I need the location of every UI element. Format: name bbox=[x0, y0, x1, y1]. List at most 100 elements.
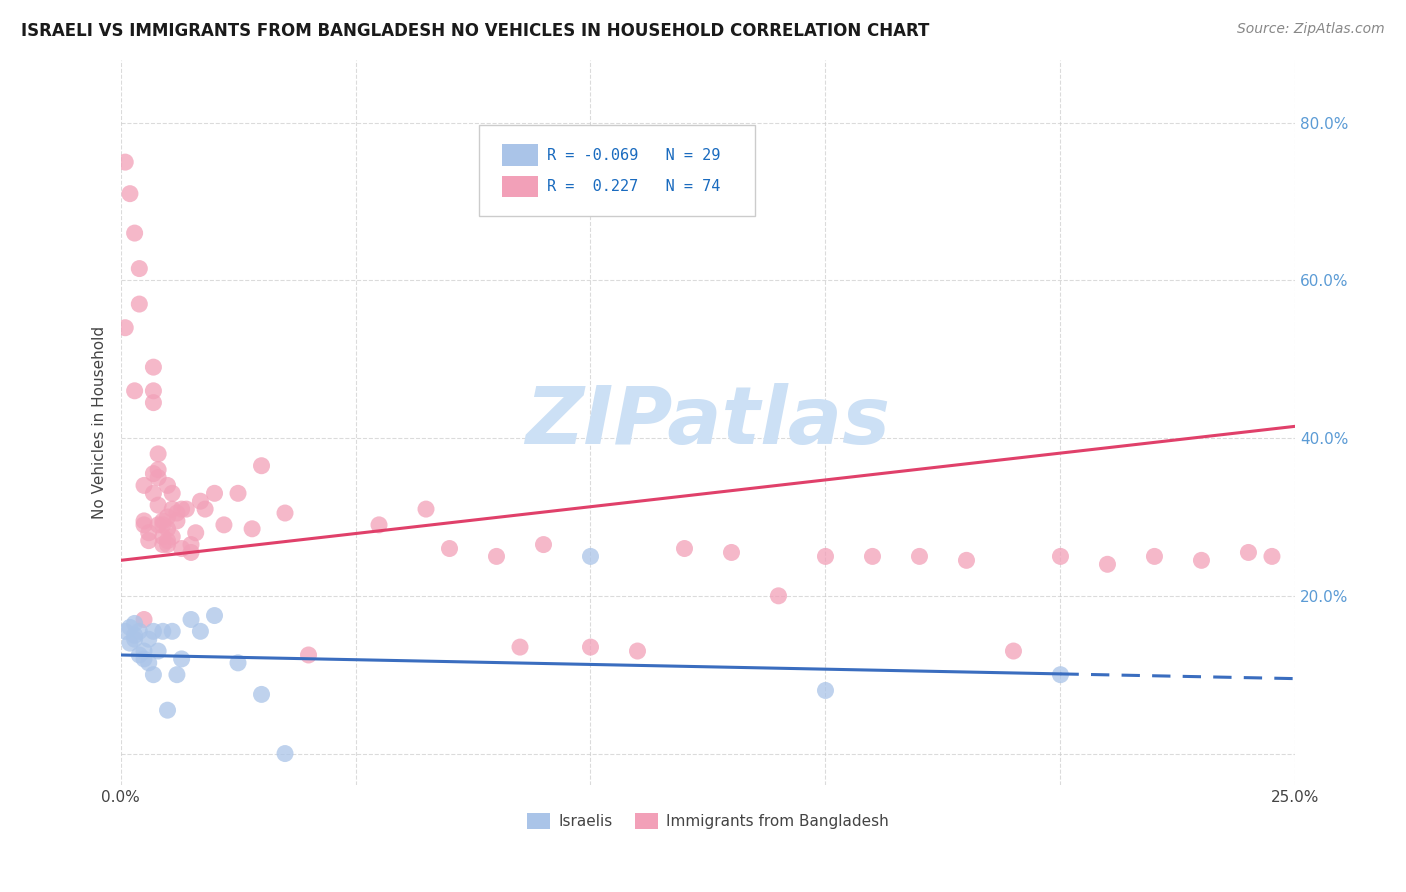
Point bbox=[138, 525, 160, 540]
Point bbox=[184, 525, 207, 540]
Y-axis label: No Vehicles in Household: No Vehicles in Household bbox=[93, 326, 107, 519]
Point bbox=[673, 541, 696, 556]
Point bbox=[533, 538, 555, 552]
Point bbox=[156, 538, 179, 552]
Point bbox=[146, 517, 169, 532]
Point bbox=[368, 517, 391, 532]
Point bbox=[439, 541, 461, 556]
Point bbox=[190, 494, 212, 508]
Point bbox=[124, 384, 146, 398]
Point bbox=[138, 632, 160, 647]
Point bbox=[226, 486, 249, 500]
Point bbox=[160, 502, 183, 516]
Point bbox=[138, 656, 160, 670]
Point bbox=[146, 447, 169, 461]
Point bbox=[132, 514, 155, 528]
Point bbox=[142, 384, 165, 398]
Point bbox=[114, 320, 136, 334]
Point bbox=[124, 632, 146, 647]
Point bbox=[132, 644, 155, 658]
Point bbox=[152, 530, 174, 544]
Point bbox=[128, 624, 150, 639]
Point bbox=[509, 640, 531, 654]
Point bbox=[132, 612, 155, 626]
Point bbox=[485, 549, 508, 564]
Point bbox=[128, 261, 150, 276]
Point bbox=[152, 517, 174, 532]
Text: R =  0.227   N = 74: R = 0.227 N = 74 bbox=[547, 179, 720, 194]
Point bbox=[1143, 549, 1166, 564]
Point bbox=[142, 486, 165, 500]
Point bbox=[862, 549, 884, 564]
Text: ZIPatlas: ZIPatlas bbox=[526, 384, 890, 461]
Point bbox=[814, 549, 837, 564]
Text: R = -0.069   N = 29: R = -0.069 N = 29 bbox=[547, 148, 720, 163]
Point bbox=[156, 533, 179, 548]
Bar bbox=[502, 145, 537, 166]
Point bbox=[146, 644, 169, 658]
Point bbox=[579, 549, 602, 564]
Point bbox=[1002, 644, 1025, 658]
Point bbox=[720, 545, 742, 559]
Point bbox=[114, 155, 136, 169]
Point bbox=[118, 186, 141, 201]
Point bbox=[626, 644, 648, 658]
Point bbox=[166, 514, 188, 528]
Point bbox=[128, 297, 150, 311]
Point bbox=[170, 541, 193, 556]
Point bbox=[180, 612, 202, 626]
Point bbox=[118, 636, 141, 650]
Point bbox=[250, 687, 273, 701]
Point bbox=[146, 498, 169, 512]
Point bbox=[118, 620, 141, 634]
Point bbox=[142, 467, 165, 481]
Point bbox=[124, 616, 146, 631]
Point bbox=[128, 648, 150, 662]
Point bbox=[1097, 558, 1119, 572]
FancyBboxPatch shape bbox=[479, 125, 755, 216]
Point bbox=[240, 522, 263, 536]
Point bbox=[226, 656, 249, 670]
Point bbox=[814, 683, 837, 698]
Point bbox=[768, 589, 790, 603]
Point bbox=[176, 502, 198, 516]
Point bbox=[212, 517, 235, 532]
Point bbox=[146, 463, 169, 477]
Point bbox=[955, 553, 977, 567]
Point bbox=[194, 502, 217, 516]
Point bbox=[204, 486, 226, 500]
Legend: Israelis, Immigrants from Bangladesh: Israelis, Immigrants from Bangladesh bbox=[522, 807, 894, 836]
Point bbox=[1261, 549, 1284, 564]
Point bbox=[138, 533, 160, 548]
Point bbox=[170, 652, 193, 666]
Point bbox=[156, 703, 179, 717]
Point bbox=[1237, 545, 1260, 559]
Point bbox=[124, 226, 146, 240]
Point bbox=[156, 478, 179, 492]
Point bbox=[274, 506, 297, 520]
Point bbox=[152, 538, 174, 552]
Point bbox=[250, 458, 273, 473]
Point bbox=[124, 628, 146, 642]
Point bbox=[190, 624, 212, 639]
Point bbox=[114, 624, 136, 639]
Point bbox=[579, 640, 602, 654]
Point bbox=[146, 470, 169, 484]
Point bbox=[180, 545, 202, 559]
Point bbox=[142, 624, 165, 639]
Point bbox=[132, 478, 155, 492]
Point bbox=[166, 506, 188, 520]
Point bbox=[160, 486, 183, 500]
Point bbox=[142, 667, 165, 681]
Point bbox=[166, 667, 188, 681]
Point bbox=[160, 624, 183, 639]
Point bbox=[1191, 553, 1213, 567]
Point bbox=[156, 510, 179, 524]
Text: ISRAELI VS IMMIGRANTS FROM BANGLADESH NO VEHICLES IN HOUSEHOLD CORRELATION CHART: ISRAELI VS IMMIGRANTS FROM BANGLADESH NO… bbox=[21, 22, 929, 40]
Point bbox=[1049, 667, 1071, 681]
Point bbox=[152, 514, 174, 528]
Point bbox=[142, 360, 165, 375]
Point bbox=[297, 648, 319, 662]
Point bbox=[132, 517, 155, 532]
Point bbox=[142, 395, 165, 409]
